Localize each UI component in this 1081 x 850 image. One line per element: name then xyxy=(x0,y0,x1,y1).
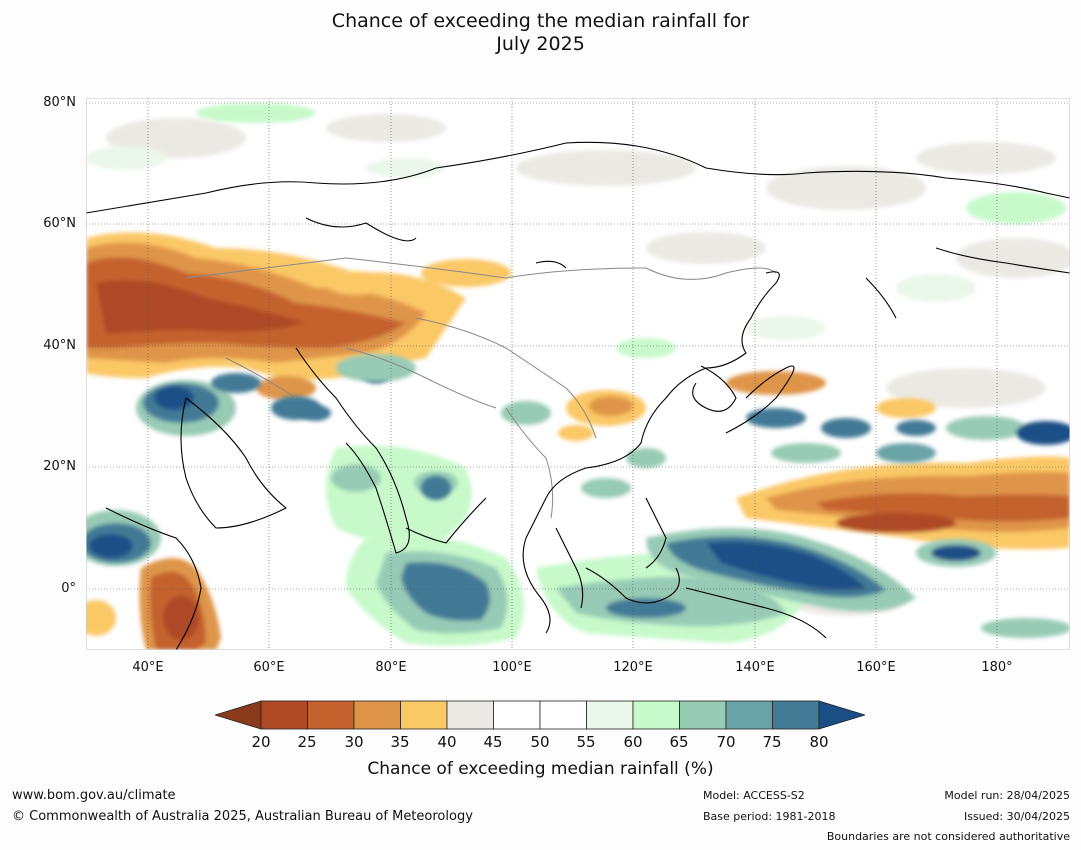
wet-anomaly-horn-of-africa xyxy=(86,510,161,566)
colorbar-bin xyxy=(493,700,541,730)
colorbar-tick-35: 35 xyxy=(390,733,410,751)
colorbar-tick-20: 20 xyxy=(251,733,271,751)
colorbar-title: Chance of exceeding median rainfall (%) xyxy=(367,759,714,779)
lon-label-100e: 100°E xyxy=(492,660,532,675)
base-period: Base period: 1981-2018 xyxy=(703,810,836,823)
colorbar-bin xyxy=(632,700,680,730)
colorbar-bin xyxy=(446,700,494,730)
colorbar-bin xyxy=(586,700,634,730)
rainfall-map[interactable] xyxy=(86,98,1070,650)
graticule xyxy=(86,98,1070,650)
colorbar-tick-50: 50 xyxy=(530,733,550,751)
national-borders xyxy=(185,257,777,519)
lon-label-40e: 40°E xyxy=(132,660,164,675)
bom-url-link[interactable]: www.bom.gov.au/climate xyxy=(12,788,176,803)
wet-anomaly-western-pacific xyxy=(421,401,1070,638)
light-wet-patches xyxy=(86,103,1066,358)
lon-label-180: 180° xyxy=(981,660,1013,675)
colorbar-tick-70: 70 xyxy=(716,733,736,751)
colorbar-bins xyxy=(260,700,820,730)
wet-anomaly-bay-of-bengal xyxy=(346,535,524,646)
colorbar-tick-30: 30 xyxy=(344,733,364,751)
colorbar-bin xyxy=(307,700,355,730)
colorbar-bin xyxy=(400,700,448,730)
lon-label-160e: 160°E xyxy=(856,660,896,675)
colorbar-tick-40: 40 xyxy=(437,733,457,751)
lat-label-20n: 20°N xyxy=(43,459,76,474)
colorbar-bin xyxy=(353,700,401,730)
colorbar-under-arrow xyxy=(215,700,262,730)
lat-label-80n: 80°N xyxy=(43,95,76,110)
dry-anomaly-east-africa xyxy=(86,558,221,650)
model-run-date: Model run: 28/04/2025 xyxy=(944,789,1070,802)
lon-label-80e: 80°E xyxy=(375,660,407,675)
colorbar-tick-45: 45 xyxy=(483,733,503,751)
dry-anomaly-east-china xyxy=(558,390,646,441)
map-title: Chance of exceeding the median rainfall … xyxy=(0,10,1081,56)
lon-label-140e: 140°E xyxy=(735,660,775,675)
lat-label-60n: 60°N xyxy=(43,216,76,231)
colorbar-tick-55: 55 xyxy=(576,733,596,751)
colorbar-bin xyxy=(260,700,308,730)
colorbar-tick-60: 60 xyxy=(623,733,643,751)
map-frame xyxy=(86,98,1070,650)
colorbar-tick-25: 25 xyxy=(297,733,317,751)
colorbar-bin xyxy=(679,700,727,730)
lat-label-0: 0° xyxy=(61,581,76,596)
colorbar-bin xyxy=(772,700,820,730)
model-name: Model: ACCESS-S2 xyxy=(703,789,805,802)
wet-anomaly-philippine-sea xyxy=(646,528,996,612)
title-line-2: July 2025 xyxy=(496,33,585,55)
colorbar-tick-65: 65 xyxy=(669,733,689,751)
colorbar-over-arrow xyxy=(818,700,865,730)
copyright-text: © Commonwealth of Australia 2025, Austra… xyxy=(12,809,473,824)
dry-anomaly-central-asia xyxy=(86,232,511,400)
issued-date: Issued: 30/04/2025 xyxy=(963,810,1070,823)
lat-label-40n: 40°N xyxy=(43,338,76,353)
dry-anomaly-pacific xyxy=(726,371,1070,550)
title-line-1: Chance of exceeding the median rainfall … xyxy=(331,10,750,32)
colorbar-tick-80: 80 xyxy=(809,733,829,751)
colorbar xyxy=(215,700,865,730)
coastlines xyxy=(86,141,1070,650)
lon-label-60e: 60°E xyxy=(253,660,285,675)
colorbar-bin xyxy=(725,700,773,730)
colorbar-tick-75: 75 xyxy=(762,733,782,751)
colorbar-bin xyxy=(539,700,587,730)
lon-label-120e: 120°E xyxy=(613,660,653,675)
boundaries-disclaimer: Boundaries are not considered authoritat… xyxy=(826,830,1070,843)
